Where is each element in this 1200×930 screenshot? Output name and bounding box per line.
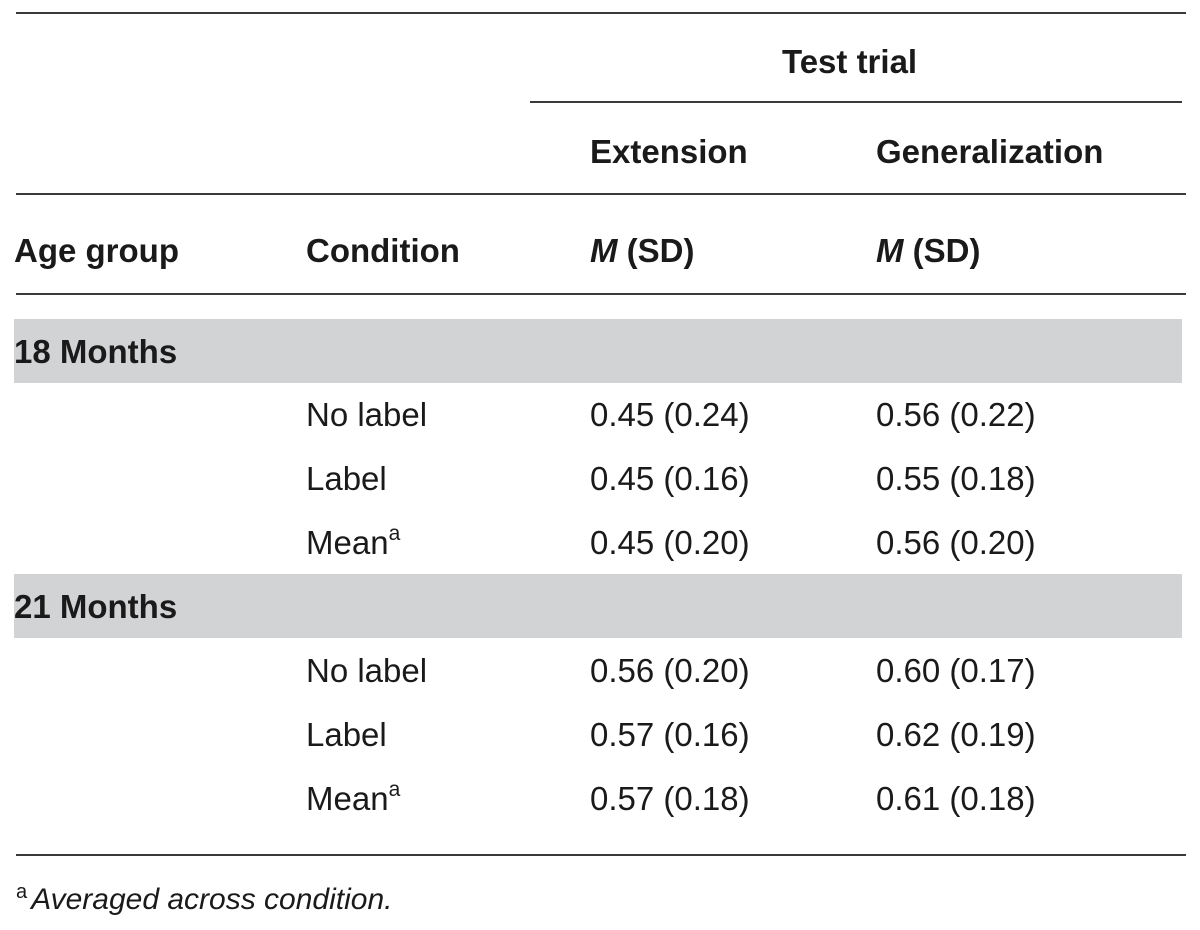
extension-cell: 0.57 (0.16) bbox=[590, 716, 750, 753]
condition-cell: Label bbox=[306, 460, 387, 497]
test-trial-heading: Test trial bbox=[782, 43, 918, 80]
generalization-cell: 0.56 (0.20) bbox=[876, 524, 1036, 561]
condition-cell: Meana bbox=[306, 779, 400, 819]
generalization-cell: 0.56 (0.22) bbox=[876, 396, 1036, 433]
footnote-text: Averaged across condition. bbox=[31, 883, 393, 916]
test-trial-rule bbox=[530, 101, 1182, 103]
extension-cell: 0.45 (0.20) bbox=[590, 524, 750, 561]
generalization-cell: 0.60 (0.17) bbox=[876, 652, 1036, 689]
mean-symbol: M bbox=[876, 232, 904, 269]
condition-cell: No label bbox=[306, 652, 428, 689]
footnote-marker: a bbox=[388, 522, 401, 545]
mean-symbol: M bbox=[590, 232, 618, 269]
generalization-cell: 0.62 (0.19) bbox=[876, 716, 1036, 753]
generalization-cell: 0.61 (0.18) bbox=[876, 780, 1036, 817]
header-bottom-rule bbox=[16, 293, 1186, 295]
group-label: 18 Months bbox=[14, 333, 178, 370]
footnote-marker: a bbox=[16, 881, 28, 903]
condition-cell: No label bbox=[306, 396, 428, 433]
table-bottom-rule bbox=[16, 854, 1186, 856]
sd-label: (SD) bbox=[912, 232, 981, 269]
condition-text: Mean bbox=[306, 780, 389, 817]
extension-cell: 0.45 (0.24) bbox=[590, 396, 750, 433]
condition-cell: Label bbox=[306, 716, 387, 753]
condition-column-header: Condition bbox=[306, 232, 460, 269]
subheader-rule bbox=[16, 193, 1186, 195]
footnote-marker: a bbox=[388, 778, 401, 801]
top-rule bbox=[16, 12, 1186, 14]
generalization-stat-header: M (SD) bbox=[876, 231, 981, 271]
extension-cell: 0.57 (0.18) bbox=[590, 780, 750, 817]
generalization-cell: 0.55 (0.18) bbox=[876, 460, 1036, 497]
generalization-column-header: Generalization bbox=[876, 133, 1104, 170]
table-footnote: a Averaged across condition. bbox=[16, 880, 392, 920]
extension-cell: 0.56 (0.20) bbox=[590, 652, 750, 689]
condition-cell: Meana bbox=[306, 523, 400, 563]
group-band-21-months bbox=[14, 574, 1182, 638]
extension-column-header: Extension bbox=[590, 133, 748, 170]
sd-label: (SD) bbox=[626, 232, 695, 269]
group-label: 21 Months bbox=[14, 588, 178, 625]
age-group-column-header: Age group bbox=[14, 232, 179, 269]
extension-cell: 0.45 (0.16) bbox=[590, 460, 750, 497]
group-band-18-months bbox=[14, 319, 1182, 383]
extension-stat-header: M (SD) bbox=[590, 231, 695, 271]
condition-text: Mean bbox=[306, 524, 389, 561]
